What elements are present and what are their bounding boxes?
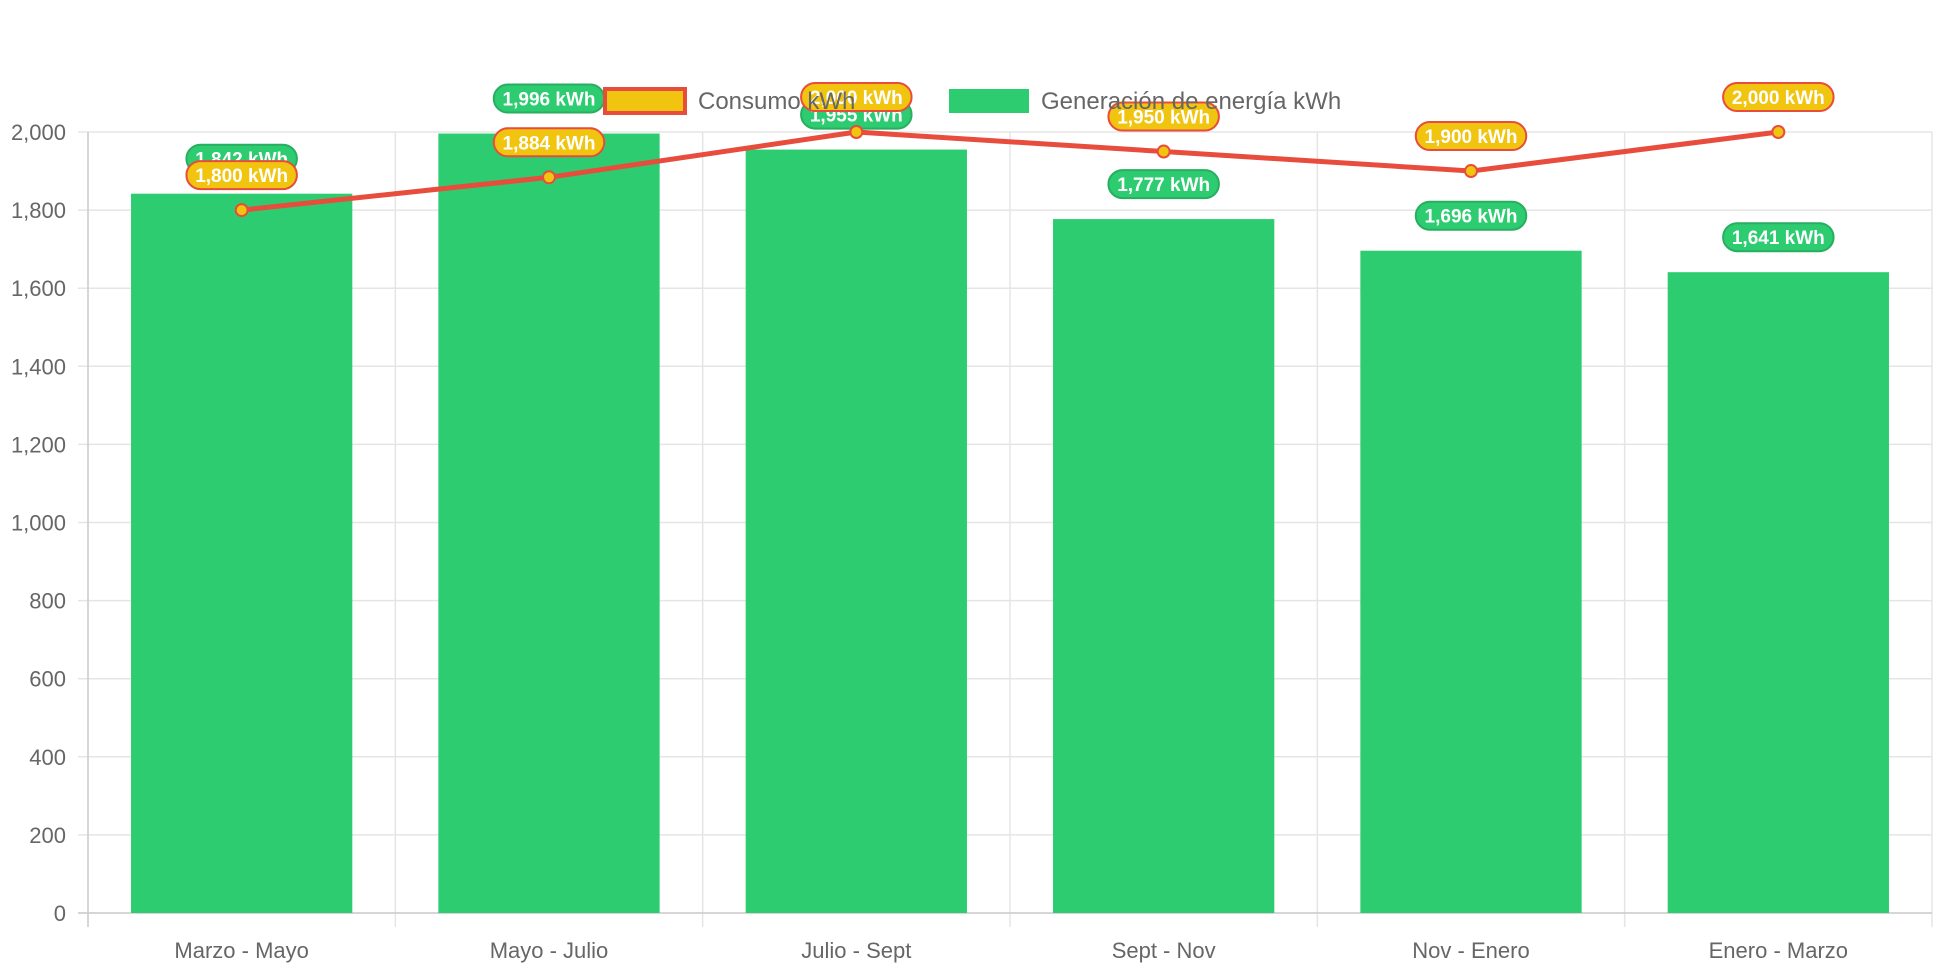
bar[interactable]	[1667, 272, 1889, 913]
legend-label-generation[interactable]: Generación de energía kWh	[1041, 88, 1341, 115]
x-tick-label: Marzo - Mayo	[174, 938, 308, 963]
line-data-label: 2,000 kWh	[1732, 88, 1825, 109]
bar[interactable]	[1053, 219, 1275, 914]
y-tick-label: 600	[29, 667, 66, 692]
bar[interactable]	[438, 133, 660, 913]
line-data-label-bg	[1414, 121, 1528, 152]
y-tick-label: 1,800	[11, 198, 66, 223]
line-data-label: 1,800 kWh	[195, 166, 288, 187]
line-point[interactable]	[1156, 144, 1171, 159]
bar-data-label-bg	[1414, 200, 1528, 231]
bar[interactable]	[1360, 250, 1582, 913]
line-point[interactable]	[542, 170, 556, 185]
x-tick-label: Enero - Marzo	[1709, 938, 1848, 963]
bar[interactable]	[745, 149, 967, 913]
bar-data-label: 1,696 kWh	[1425, 207, 1518, 228]
legend-swatch-consumption[interactable]	[603, 87, 687, 115]
line-data-label-bg	[1107, 101, 1220, 132]
x-tick-label: Julio - Sept	[801, 938, 911, 963]
bar[interactable]	[131, 193, 353, 914]
y-tick-label: 400	[29, 745, 66, 770]
line-data-label: 1,950 kWh	[1117, 108, 1210, 129]
consumption-line	[241, 129, 1779, 213]
line-data-label: 2,000 kWh	[810, 88, 903, 109]
bar-data-label-bg	[1722, 222, 1835, 253]
line-point[interactable]	[1464, 164, 1478, 179]
bar-data-label-bg	[1107, 169, 1220, 200]
legend-label-consumption[interactable]: Consumo kWh	[698, 88, 855, 115]
line-data-label-bg	[800, 82, 913, 112]
line-point[interactable]	[234, 203, 249, 218]
bar-data-label: 1,641 kWh	[1732, 228, 1825, 249]
x-tick-label: Sept - Nov	[1112, 938, 1216, 963]
line-data-label-bg	[492, 127, 606, 158]
line-data-label: 1,884 kWh	[503, 133, 596, 154]
line-data-label-bg	[1722, 82, 1835, 112]
bar-data-label: 1,996 kWh	[503, 90, 596, 111]
legend-swatch-generation[interactable]	[949, 89, 1029, 113]
line-point[interactable]	[849, 125, 864, 139]
y-tick-label: 1,200	[11, 432, 66, 457]
x-tick-label: Nov - Enero	[1412, 938, 1529, 963]
y-tick-label: 800	[29, 589, 66, 614]
bar-data-label: 1,777 kWh	[1117, 175, 1210, 196]
y-tick-label: 1,600	[11, 276, 66, 301]
y-tick-label: 0	[54, 901, 66, 926]
y-tick-label: 1,400	[11, 354, 66, 379]
y-tick-label: 200	[29, 823, 66, 848]
y-tick-label: 1,000	[11, 511, 66, 536]
line-point[interactable]	[1771, 125, 1786, 139]
line-data-label: 1,900 kWh	[1425, 127, 1518, 148]
x-tick-label: Mayo - Julio	[490, 938, 609, 963]
y-tick-label: 2,000	[11, 120, 66, 145]
line-data-label-bg	[185, 160, 298, 191]
